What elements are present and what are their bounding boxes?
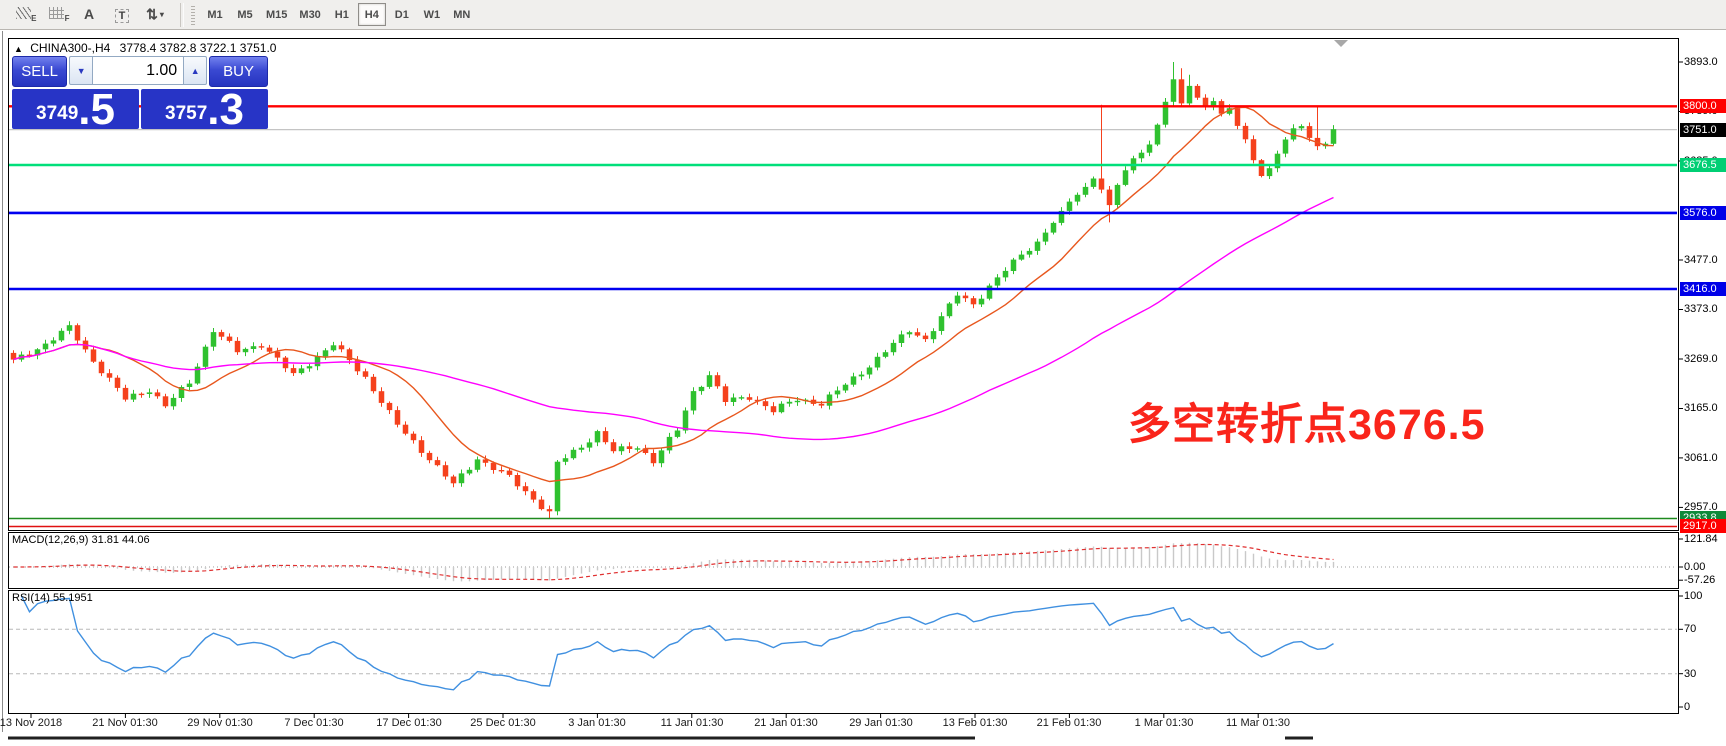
price-level-badge: 2917.0 (1680, 519, 1726, 533)
time-axis-label: 29 Nov 01:30 (187, 717, 253, 729)
buy-button[interactable]: BUY (209, 56, 268, 87)
toolbar-separator (180, 2, 184, 27)
price-level-badge: 3751.0 (1680, 123, 1726, 137)
sell-price-display[interactable]: 3749 .5 (12, 89, 139, 129)
price-tick-label: 3165.0 (1684, 402, 1718, 414)
toolbar-grip[interactable] (191, 4, 195, 25)
one-click-trade-panel: SELL ▼ ▲ BUY 3749 .5 3757 .3 (12, 56, 268, 129)
rsi-indicator-label: RSI(14) 55.1951 (12, 592, 93, 604)
macd-indicator-label: MACD(12,26,9) 31.81 44.06 (12, 534, 150, 546)
tf-button-d1[interactable]: D1 (388, 3, 416, 26)
tf-button-mn[interactable]: MN (448, 3, 476, 26)
macd-tick-label: 121.84 (1684, 533, 1718, 545)
price-tick-label: 3893.0 (1684, 56, 1718, 68)
rsi-tick-label: 0 (1684, 701, 1691, 713)
drawing-tools-group: E F A T ⇅ ▾ (8, 2, 173, 27)
chart-text-annotation: 多空转折点3676.5 (1128, 401, 1486, 449)
price-tick-label: 3477.0 (1684, 254, 1718, 266)
time-axis-label: 13 Feb 01:30 (942, 717, 1008, 729)
volume-stepper: ▼ ▲ (69, 56, 208, 85)
time-axis-label: 21 Nov 01:30 (92, 717, 158, 729)
text-box-icon[interactable]: T (107, 5, 137, 27)
grid-f-icon[interactable]: F (41, 2, 71, 24)
buy-price-display[interactable]: 3757 .3 (141, 89, 268, 129)
time-axis-label: 25 Dec 01:30 (470, 717, 536, 729)
arrange-arrows-icon[interactable]: ⇅ ▾ (146, 6, 164, 22)
symbol-period-label: CHINA300-,H4 (30, 41, 111, 55)
time-axis-label: 29 Jan 01:30 (849, 717, 913, 729)
time-axis-label: 21 Jan 01:30 (754, 717, 818, 729)
price-level-badge: 3576.0 (1680, 206, 1726, 220)
rsi-pane[interactable] (8, 590, 1679, 714)
tf-button-m5[interactable]: M5 (231, 3, 259, 26)
time-axis-label: 13 Nov 2018 (0, 717, 63, 729)
bottom-window-strip (0, 732, 1726, 741)
volume-decrease-button[interactable]: ▼ (69, 56, 94, 85)
rsi-tick-label: 30 (1684, 668, 1697, 680)
toolbar: E F A T ⇅ ▾ M1 M5 M15 M30 H1 H4 D1 W1 MN (0, 0, 1726, 30)
buy-price-fraction: .3 (207, 89, 244, 129)
tf-button-m30[interactable]: M30 (294, 3, 325, 26)
price-level-badge: 3800.0 (1680, 99, 1726, 113)
tf-button-m1[interactable]: M1 (201, 3, 229, 26)
macd-tick-label: -57.26 (1684, 574, 1716, 586)
time-axis-label: 1 Mar 01:30 (1134, 717, 1194, 729)
text-annotation-icon[interactable]: A (83, 6, 95, 22)
price-level-badge: 3676.5 (1680, 158, 1726, 172)
ohlc-values-label: 3778.4 3782.8 3722.1 3751.0 (119, 41, 277, 55)
time-axis-label: 3 Jan 01:30 (568, 717, 626, 729)
time-axis-label: 11 Jan 01:30 (660, 717, 724, 729)
rsi-tick-label: 100 (1684, 590, 1703, 602)
timeframe-group: M1 M5 M15 M30 H1 H4 D1 W1 MN (201, 3, 478, 26)
buy-price-main: 3757 (165, 103, 208, 124)
sell-price-fraction: .5 (78, 89, 115, 129)
price-tick-label: 3061.0 (1684, 452, 1718, 464)
tf-button-h1[interactable]: H1 (328, 3, 356, 26)
macd-tick-label: 0.00 (1684, 561, 1706, 573)
price-tick-label: 2957.0 (1684, 501, 1718, 513)
tf-button-h4[interactable]: H4 (357, 3, 386, 26)
time-axis-label: 11 Mar 01:30 (1225, 717, 1290, 729)
price-tick-label: 3373.0 (1684, 303, 1718, 315)
chart-title: ▲ CHINA300-,H4 3778.4 3782.8 3722.1 3751… (14, 41, 276, 55)
price-level-badge: 3416.0 (1680, 282, 1726, 296)
volume-increase-button[interactable]: ▲ (183, 56, 208, 85)
window-left-edge (2, 31, 3, 733)
tf-button-m15[interactable]: M15 (261, 3, 292, 26)
tf-button-w1[interactable]: W1 (418, 3, 446, 26)
rsi-tick-label: 70 (1684, 623, 1697, 635)
sell-price-main: 3749 (36, 103, 79, 124)
hatch-lines-e-icon[interactable]: E (8, 2, 38, 24)
macd-pane[interactable] (8, 532, 1679, 589)
time-axis-label: 21 Feb 01:30 (1036, 717, 1102, 729)
time-axis-label: 17 Dec 01:30 (376, 717, 442, 729)
collapse-trade-panel-icon[interactable]: ▲ (14, 44, 23, 54)
volume-input[interactable] (93, 56, 184, 85)
price-tick-label: 3269.0 (1684, 353, 1718, 365)
time-axis-label: 7 Dec 01:30 (284, 717, 344, 729)
sell-button[interactable]: SELL (12, 56, 68, 87)
